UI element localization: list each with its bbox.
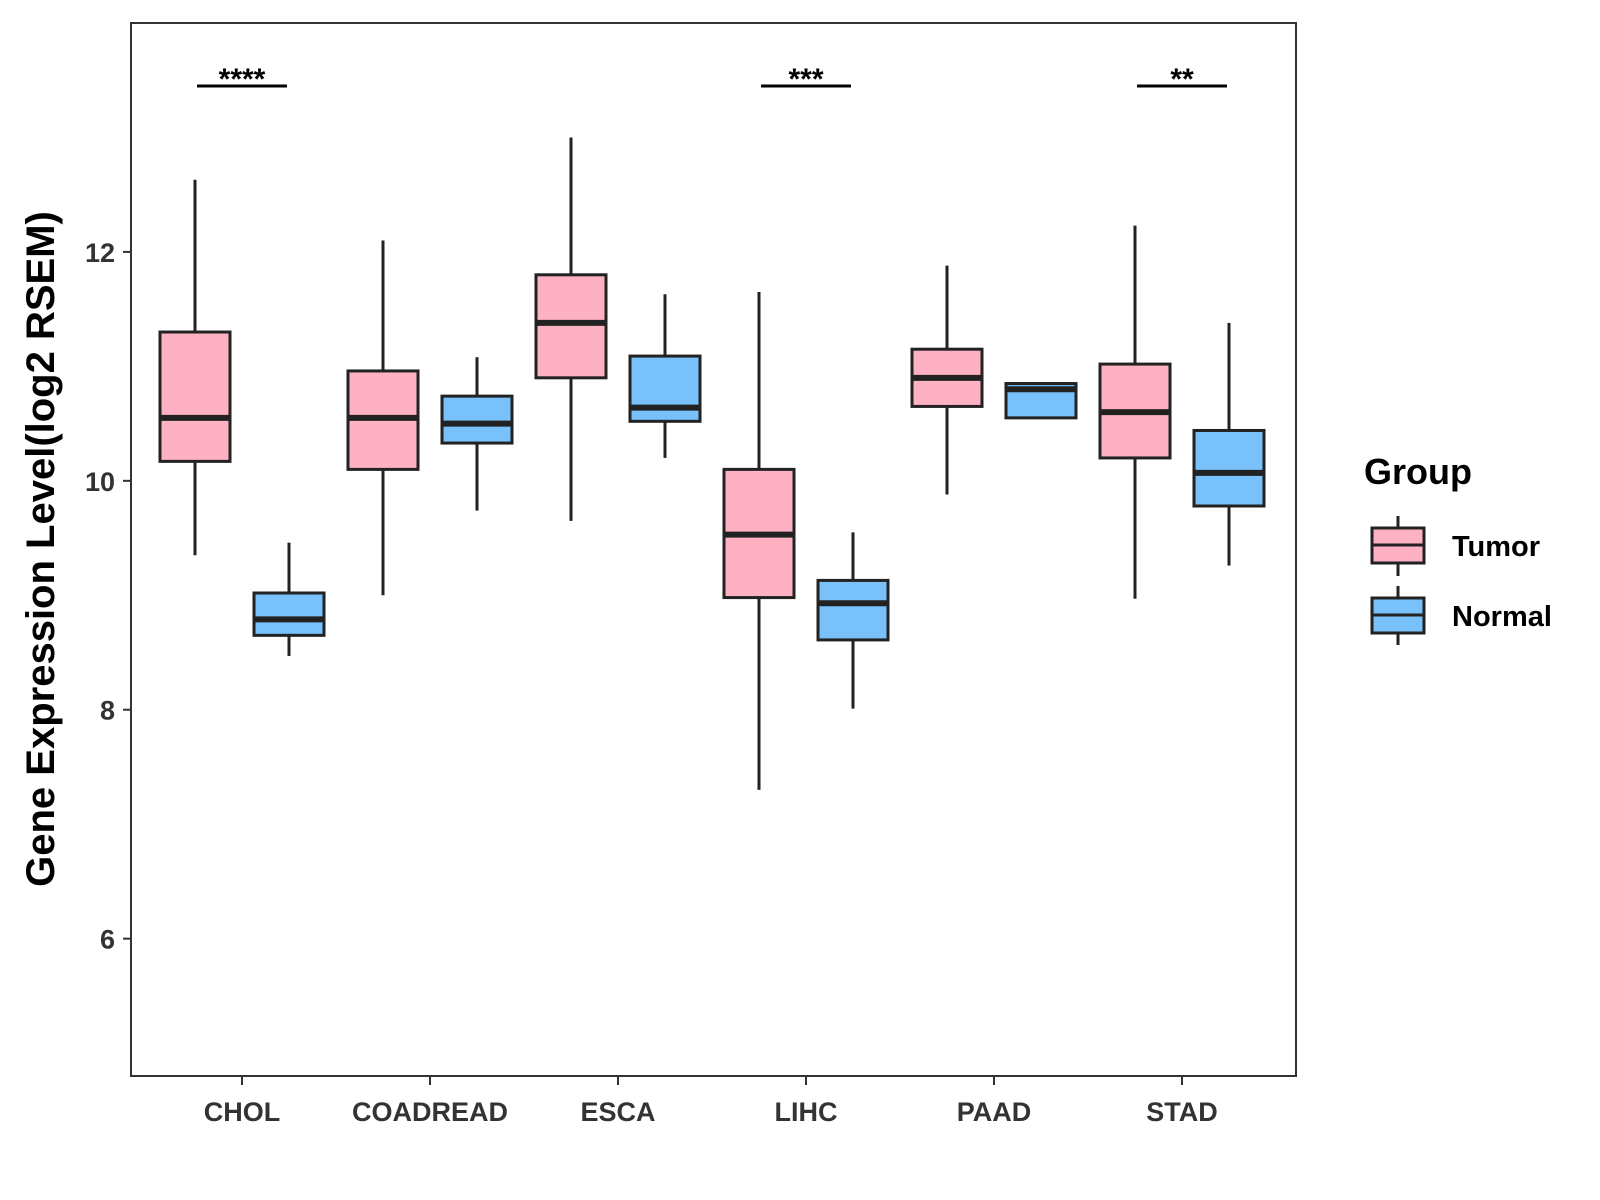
sig-label-lihc: ***	[788, 63, 823, 96]
iqr-box-normal-stad	[1192, 428, 1266, 508]
legend-label-tumor: Tumor	[1452, 531, 1540, 563]
y-tick-label-6: 6	[100, 925, 115, 955]
box-normal-stad	[1192, 322, 1266, 566]
sig-label-stad: **	[1170, 63, 1194, 96]
iqr-box-tumor-esca	[534, 273, 608, 380]
legend-label-normal: Normal	[1452, 601, 1552, 633]
boxes-layer	[158, 137, 1266, 790]
x-tick-label-esca: ESCA	[580, 1097, 655, 1127]
box-tumor-lihc	[722, 291, 796, 790]
x-tick-label-lihc: LIHC	[775, 1097, 838, 1127]
legend: Group Tumor Normal	[1364, 451, 1552, 645]
y-axis-title: Gene Expression Level(log2 RSEM)	[19, 211, 63, 887]
box-tumor-paad	[910, 265, 984, 495]
x-tick-label-paad: PAAD	[957, 1097, 1032, 1127]
box-normal-paad	[1004, 382, 1078, 420]
iqr-box-normal-esca	[628, 354, 702, 423]
y-tick-label-10: 10	[85, 467, 115, 497]
box-normal-lihc	[816, 532, 890, 709]
box-normal-chol	[252, 542, 326, 656]
box-normal-coadread	[440, 357, 514, 511]
plot-panel-border	[130, 22, 1297, 1077]
y-tick-label-12: 12	[85, 238, 115, 268]
box-tumor-stad	[1098, 225, 1172, 599]
legend-title: Group	[1364, 451, 1472, 492]
sig-label-chol: ****	[219, 63, 266, 96]
box-normal-esca	[628, 294, 702, 458]
box-tumor-chol	[158, 179, 232, 556]
x-tick-label-coadread: COADREAD	[352, 1097, 508, 1127]
box-tumor-esca	[534, 137, 608, 521]
iqr-box-normal-chol	[252, 591, 326, 637]
legend-entry-normal: Normal	[1370, 586, 1552, 645]
legend-entry-tumor: Tumor	[1370, 516, 1540, 576]
x-tick-label-stad: STAD	[1146, 1097, 1218, 1127]
iqr-box-normal-coadread	[440, 394, 514, 445]
iqr-box-tumor-chol	[158, 330, 232, 463]
iqr-box-normal-lihc	[816, 578, 890, 642]
box-tumor-coadread	[346, 240, 420, 596]
y-tick-label-8: 8	[100, 696, 115, 726]
x-axis: CHOL COADREAD ESCA LIHC PAAD STAD	[204, 1076, 1218, 1127]
x-tick-label-chol: CHOL	[204, 1097, 281, 1127]
y-axis: 6 8 10 12	[85, 238, 131, 955]
significance-annotations: **** *** **	[197, 63, 1227, 96]
